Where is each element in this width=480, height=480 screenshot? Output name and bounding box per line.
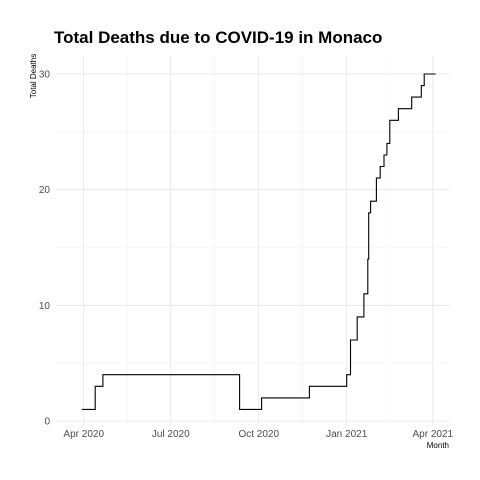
x-tick-label: Apr 2020 bbox=[63, 429, 104, 440]
chart-title: Total Deaths due to COVID-19 in Monaco bbox=[54, 28, 382, 47]
x-axis-ticks: Apr 2020 Jul 2020 Oct 2020 Jan 2021 Apr 2021 bbox=[63, 429, 453, 440]
y-tick-label: 10 bbox=[39, 301, 51, 312]
series-line bbox=[81, 73, 436, 410]
y-tick-label: 20 bbox=[39, 185, 51, 196]
x-axis-label: Month bbox=[427, 441, 449, 450]
y-tick-label: 30 bbox=[39, 70, 51, 81]
x-tick-label: Apr 2021 bbox=[412, 429, 453, 440]
series-layer bbox=[81, 73, 436, 410]
y-axis-label: Total Deaths bbox=[29, 54, 38, 98]
y-tick-label: 0 bbox=[44, 417, 50, 428]
grid-lines bbox=[56, 56, 450, 425]
y-axis-ticks: 0 10 20 30 bbox=[39, 70, 51, 428]
x-tick-label: Oct 2020 bbox=[238, 429, 279, 440]
x-tick-label: Jan 2021 bbox=[326, 429, 368, 440]
x-tick-label: Jul 2020 bbox=[152, 429, 190, 440]
